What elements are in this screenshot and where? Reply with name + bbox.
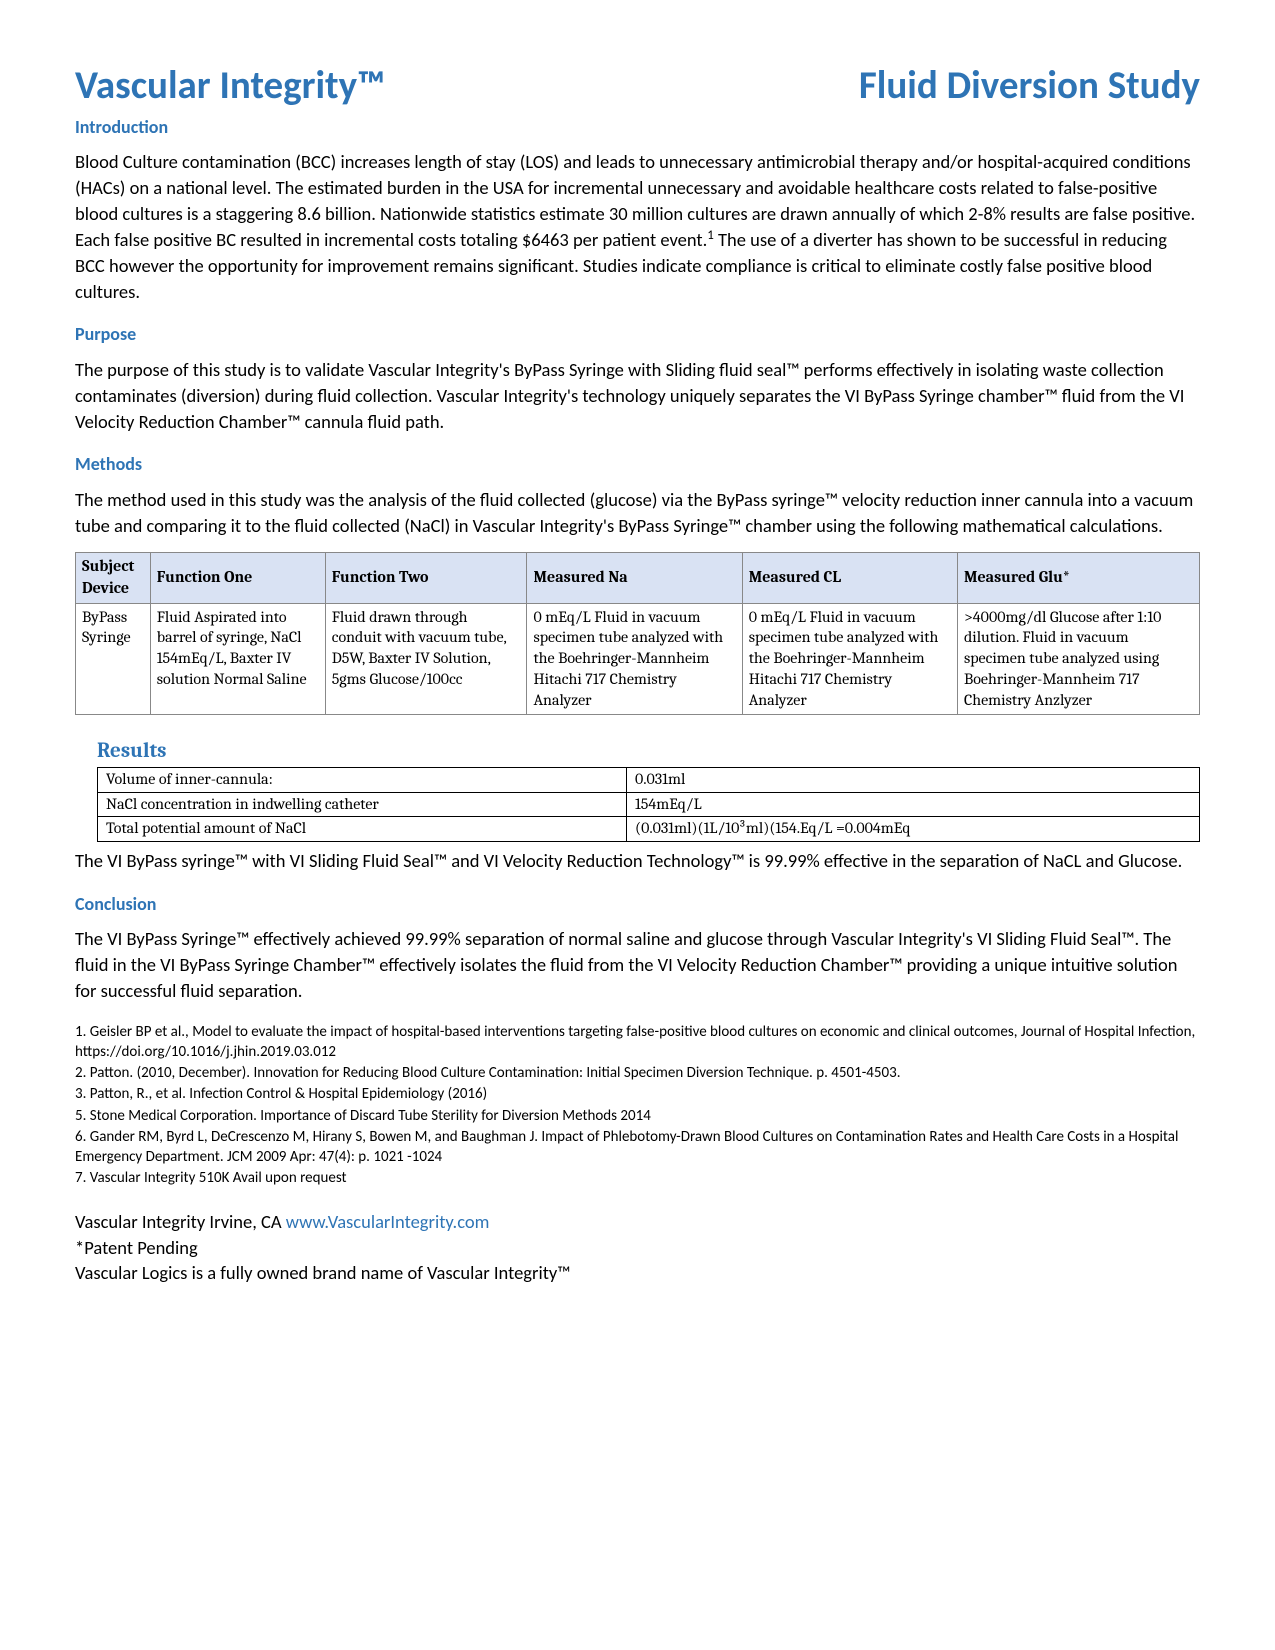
purpose-body: The purpose of this study is to validate… (75, 357, 1200, 435)
ref-6: 6. Gander RM, Byrd L, DeCrescenzo M, Hir… (75, 1127, 1200, 1168)
results-heading: Results (97, 737, 1200, 765)
methods-th-2: Function Two (325, 553, 527, 603)
footer-brand: Vascular Logics is a fully owned brand n… (75, 1260, 1200, 1286)
results-r0c0: Volume of inner-cannula: (98, 768, 627, 793)
results-row-2: Total potential amount of NaCl (0.031ml)… (98, 817, 1200, 842)
methods-td-2: Fluid drawn through conduit with vacuum … (325, 603, 527, 714)
title-row: Vascular Integrity™ Fluid Diversion Stud… (75, 60, 1200, 113)
methods-td-3: 0 mEq/L Fluid in vacuum specimen tube an… (527, 603, 742, 714)
ref-3: 3. Patton, R., et al. Infection Control … (75, 1084, 1200, 1104)
methods-td-1: Fluid Aspirated into barrel of syringe, … (150, 603, 325, 714)
results-body: The VI ByPass syringe™ with VI Sliding F… (75, 848, 1200, 874)
footer: Vascular Integrity Irvine, CA www.Vascul… (75, 1209, 1200, 1287)
results-row-0: Volume of inner-cannula: 0.031ml (98, 768, 1200, 793)
conclusion-body: The VI ByPass Syringe™ effectively achie… (75, 926, 1200, 1004)
methods-td-4: 0 mEq/L Fluid in vacuum specimen tube an… (742, 603, 957, 714)
methods-heading: Methods (75, 452, 1200, 476)
results-table: Volume of inner-cannula: 0.031ml NaCl co… (97, 767, 1200, 842)
methods-body: The method used in this study was the an… (75, 487, 1200, 539)
ref-7: 7. Vascular Integrity 510K Avail upon re… (75, 1168, 1200, 1188)
results-r1c0: NaCl concentration in indwelling cathete… (98, 792, 627, 817)
results-r2c0: Total potential amount of NaCl (98, 817, 627, 842)
references: 1. Geisler BP et al., Model to evaluate … (75, 1022, 1200, 1189)
title-left: Vascular Integrity™ (75, 60, 385, 113)
results-r2c1: (0.031ml)(1L/10³ml)(154.Eq/L =0.004mEq (626, 817, 1199, 842)
methods-table: Subject Device Function One Function Two… (75, 552, 1200, 714)
methods-th-4: Measured CL (742, 553, 957, 603)
methods-th-0: Subject Device (76, 553, 151, 603)
footer-url[interactable]: www.VascularIntegrity.com (286, 1210, 490, 1233)
purpose-heading: Purpose (75, 322, 1200, 346)
ref-2: 2. Patton. (2010, December). Innovation … (75, 1063, 1200, 1083)
ref-5: 5. Stone Medical Corporation. Importance… (75, 1106, 1200, 1126)
footer-line-1: Vascular Integrity Irvine, CA www.Vascul… (75, 1209, 1200, 1235)
results-r1c1: 154mEq/L (626, 792, 1199, 817)
methods-header-row: Subject Device Function One Function Two… (76, 553, 1200, 603)
methods-row: ByPass Syringe Fluid Aspirated into barr… (76, 603, 1200, 714)
methods-th-3: Measured Na (527, 553, 742, 603)
methods-td-5: >4000mg/dl Glucose after 1:10 dilution. … (957, 603, 1199, 714)
methods-td-0: ByPass Syringe (76, 603, 151, 714)
methods-th-5: Measured Glu* (957, 553, 1199, 603)
footer-patent: *Patent Pending (75, 1235, 1200, 1261)
intro-heading: Introduction (75, 115, 1200, 139)
results-r0c1: 0.031ml (626, 768, 1199, 793)
ref-1: 1. Geisler BP et al., Model to evaluate … (75, 1022, 1200, 1063)
footer-location: Vascular Integrity Irvine, CA (75, 1210, 286, 1233)
intro-body: Blood Culture contamination (BCC) increa… (75, 149, 1200, 305)
conclusion-heading: Conclusion (75, 892, 1200, 916)
results-row-1: NaCl concentration in indwelling cathete… (98, 792, 1200, 817)
methods-th-1: Function One (150, 553, 325, 603)
title-right: Fluid Diversion Study (859, 60, 1200, 113)
